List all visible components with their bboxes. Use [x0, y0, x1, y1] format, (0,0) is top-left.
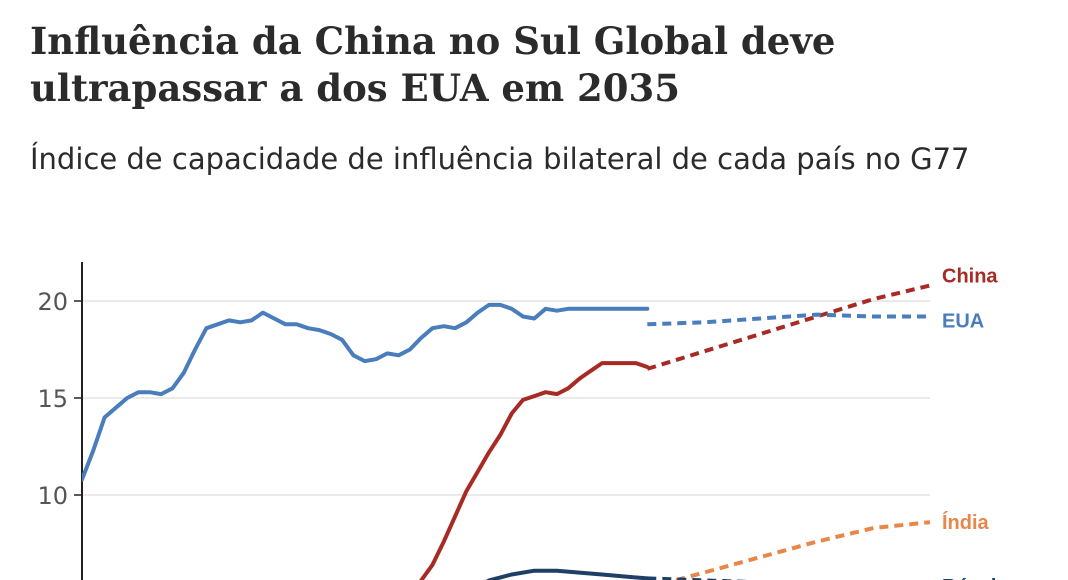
chart-title: Influência da China no Sul Global deve u… [30, 19, 836, 110]
series-line-eua [82, 302, 650, 482]
series-projection-eua [647, 312, 930, 327]
series-line-china [419, 361, 650, 580]
series-label-india: Índia [942, 511, 990, 534]
y-tick-label-20: 20 [37, 288, 68, 316]
series-label-eua: EUA [942, 311, 984, 333]
chart-subtitle: Índice de capacidade de influência bilat… [30, 142, 970, 176]
series-line-russia [486, 568, 650, 580]
y-tick-label-10: 10 [37, 482, 68, 510]
y-tick-label-15: 15 [37, 385, 68, 413]
series-projection-china [646, 283, 931, 371]
series-label-russia: Rússia [942, 576, 1008, 580]
series-projection-india [669, 520, 931, 580]
series-label-china: China [942, 265, 998, 287]
